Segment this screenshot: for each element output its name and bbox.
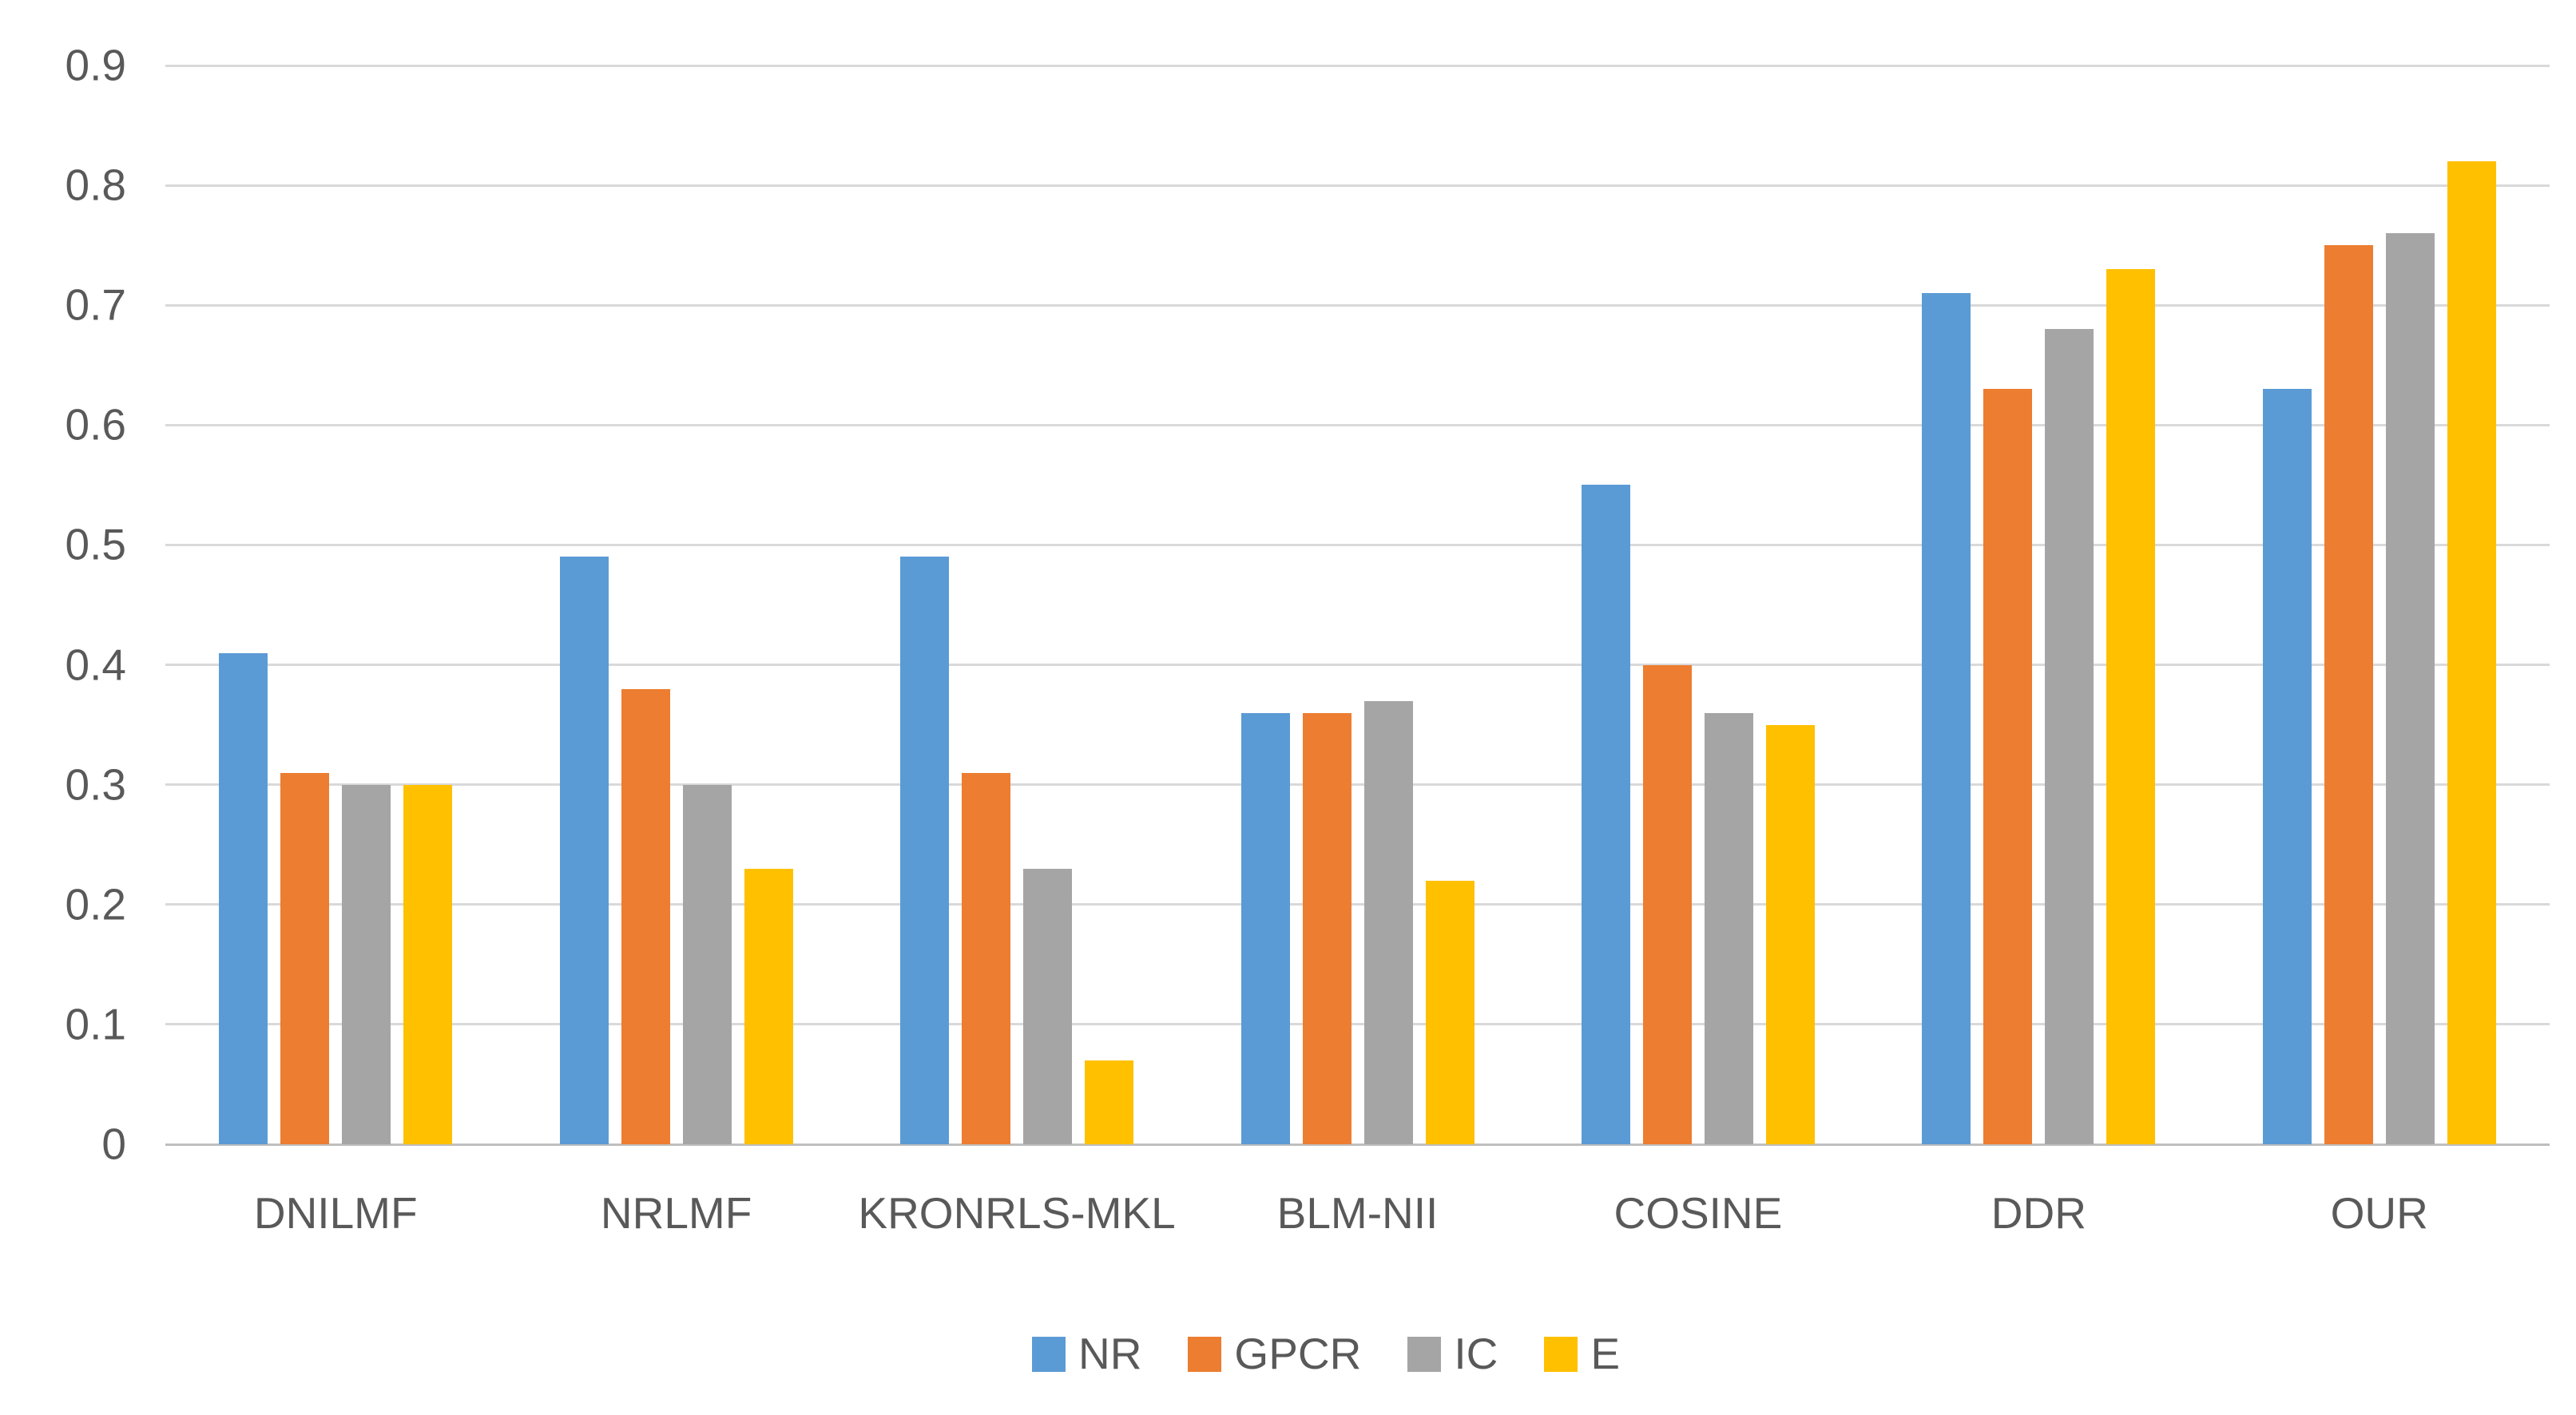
legend-item-e: E bbox=[1544, 1332, 1620, 1376]
y-tick-label: 0.9 bbox=[65, 40, 126, 90]
y-tick-label: 0.5 bbox=[65, 519, 126, 569]
y-tick-label: 0.8 bbox=[65, 160, 126, 210]
y-tick-label: 0.2 bbox=[65, 879, 126, 929]
gridline bbox=[165, 664, 2550, 667]
category-label: COSINE bbox=[1613, 1188, 1783, 1238]
gridline bbox=[165, 184, 2550, 187]
legend-swatch-gpcr bbox=[1188, 1336, 1222, 1372]
category-label: NRLMF bbox=[600, 1188, 752, 1238]
bar-gpcr-blm-nii bbox=[1302, 712, 1352, 1144]
y-tick-label: 0.4 bbox=[65, 640, 126, 690]
legend: NR GPCR IC E bbox=[0, 1332, 2576, 1376]
legend-item-nr: NR bbox=[1031, 1329, 1142, 1378]
legend-label: NR bbox=[1078, 1329, 1142, 1378]
bar-ic-kronrls-mkl bbox=[1023, 868, 1073, 1144]
category-label: DNILMF bbox=[253, 1188, 418, 1238]
bar-e-ddr bbox=[2106, 269, 2156, 1144]
y-tick-label: 0.7 bbox=[65, 279, 126, 330]
bar-nr-nrlmf bbox=[559, 557, 609, 1144]
category-label: KRONRLS-MKL bbox=[858, 1188, 1176, 1238]
bar-e-blm-nii bbox=[1425, 880, 1475, 1144]
y-tick-label: 0.1 bbox=[65, 999, 126, 1049]
bar-nr-kronrls-mkl bbox=[900, 557, 950, 1144]
y-tick-label: 0.6 bbox=[65, 399, 126, 450]
bar-nr-dnilmf bbox=[219, 652, 268, 1144]
gridline bbox=[165, 903, 2550, 906]
bar-e-our bbox=[2447, 161, 2496, 1144]
gridline bbox=[165, 783, 2550, 787]
legend-label: GPCR bbox=[1234, 1329, 1362, 1378]
category-label: DDR bbox=[1991, 1188, 2086, 1238]
bar-ic-dnilmf bbox=[342, 784, 391, 1144]
bar-ic-cosine bbox=[1704, 712, 1753, 1144]
gridline bbox=[165, 543, 2550, 546]
gridline bbox=[165, 423, 2550, 426]
legend-item-ic: IC bbox=[1407, 1332, 1498, 1376]
y-tick-label: 0 bbox=[101, 1119, 126, 1169]
x-axis-line bbox=[165, 1143, 2550, 1146]
legend-swatch-nr bbox=[1031, 1336, 1066, 1372]
bar-nr-cosine bbox=[1581, 485, 1630, 1144]
category-label: BLM-NII bbox=[1276, 1188, 1439, 1238]
bar-ic-our bbox=[2385, 233, 2435, 1144]
bar-ic-ddr bbox=[2045, 329, 2094, 1144]
bar-e-nrlmf bbox=[744, 868, 793, 1144]
bar-nr-our bbox=[2262, 389, 2312, 1144]
gridline bbox=[165, 303, 2550, 307]
legend-swatch-ic bbox=[1407, 1336, 1442, 1372]
bar-nr-ddr bbox=[1922, 293, 1971, 1144]
bar-ic-nrlmf bbox=[682, 784, 732, 1144]
bar-gpcr-dnilmf bbox=[280, 772, 330, 1144]
bar-gpcr-ddr bbox=[1983, 389, 2033, 1144]
bar-gpcr-cosine bbox=[1642, 664, 1692, 1144]
bar-gpcr-kronrls-mkl bbox=[962, 772, 1011, 1144]
bar-e-dnilmf bbox=[403, 784, 453, 1144]
bar-gpcr-nrlmf bbox=[621, 688, 670, 1144]
bar-e-kronrls-mkl bbox=[1085, 1060, 1134, 1144]
legend-label: E bbox=[1590, 1329, 1621, 1378]
gridline bbox=[165, 64, 2550, 67]
legend-swatch-e bbox=[1544, 1336, 1578, 1372]
bar-e-cosine bbox=[1765, 724, 1815, 1144]
legend-label: IC bbox=[1454, 1329, 1498, 1378]
bar-gpcr-our bbox=[2324, 245, 2373, 1144]
gridline bbox=[165, 1023, 2550, 1026]
y-tick-label: 0.3 bbox=[65, 759, 126, 810]
bar-nr-blm-nii bbox=[1240, 712, 1290, 1144]
category-label: OUR bbox=[2330, 1188, 2428, 1238]
bar-ic-blm-nii bbox=[1363, 700, 1413, 1144]
legend-item-gpcr: GPCR bbox=[1188, 1332, 1361, 1376]
